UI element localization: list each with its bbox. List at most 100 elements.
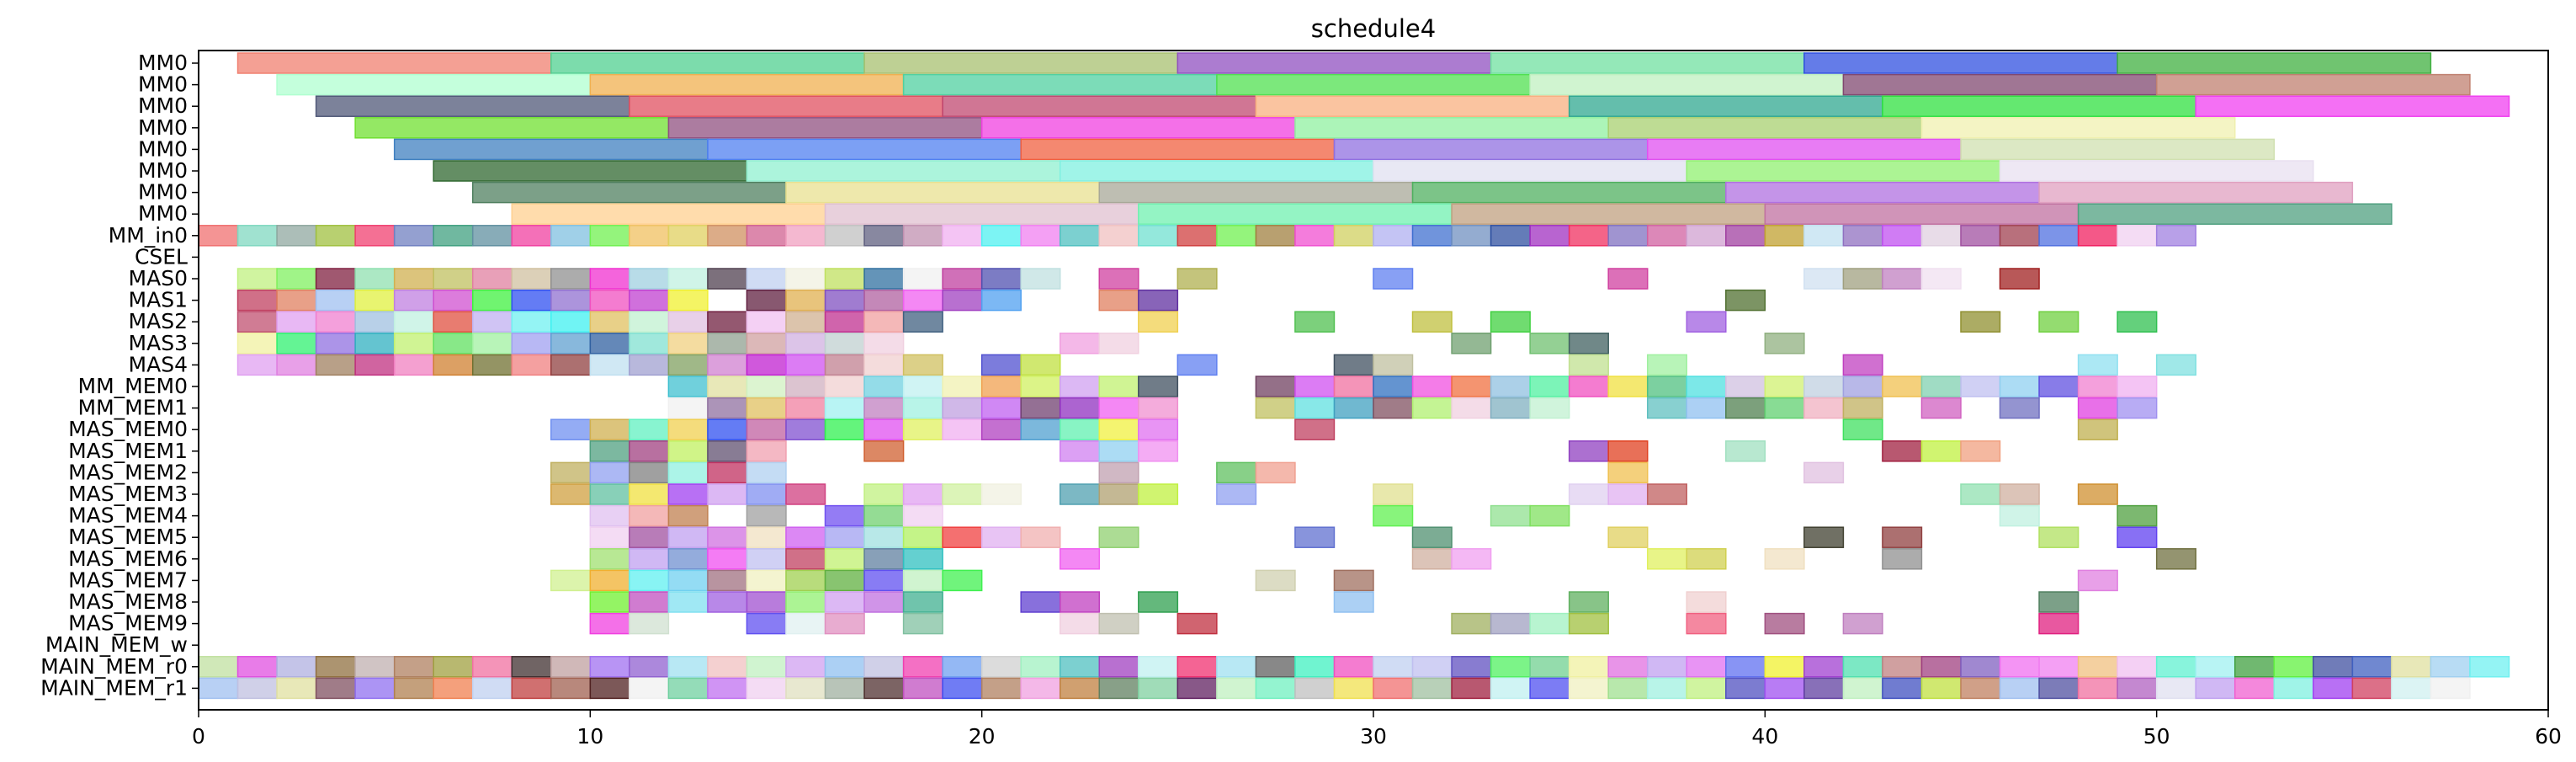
task-bar — [629, 548, 670, 570]
task-bar — [1686, 677, 1727, 700]
task-bar — [746, 376, 787, 397]
task-bar — [1607, 225, 1649, 247]
task-bar — [707, 268, 748, 290]
task-bar — [1451, 225, 1492, 247]
task-bar — [785, 677, 826, 700]
task-bar — [1490, 677, 1531, 700]
task-bar — [354, 656, 396, 678]
task-bar — [2077, 656, 2118, 678]
row-label: MAS_MEM9 — [68, 611, 188, 636]
task-bar — [433, 354, 474, 376]
task-bar — [589, 677, 630, 700]
task-bar — [1803, 526, 1845, 548]
task-bar — [1059, 418, 1101, 440]
task-bar — [393, 138, 709, 161]
task-bar — [667, 440, 709, 462]
task-bar — [1333, 569, 1374, 592]
task-bar — [433, 656, 474, 678]
task-bar — [1294, 526, 1336, 548]
task-bar — [785, 289, 826, 312]
task-bar — [2077, 376, 2118, 397]
task-bar — [1176, 52, 1492, 74]
task-bar — [315, 225, 356, 247]
task-bar — [1098, 418, 1139, 440]
task-bar — [902, 612, 943, 635]
task-bar — [1098, 461, 1139, 484]
row-label: MM_in0 — [109, 223, 188, 248]
task-bar — [1176, 656, 1218, 678]
task-bar — [1373, 225, 1414, 247]
task-bar — [629, 95, 943, 117]
task-bar — [236, 354, 278, 376]
row-label: MAS2 — [129, 309, 188, 333]
task-bar — [1686, 548, 1727, 570]
task-bar — [1725, 181, 2040, 204]
task-bar — [942, 418, 983, 440]
task-bar — [1607, 440, 1649, 462]
task-bar — [942, 289, 983, 312]
task-bar — [1490, 397, 1531, 419]
task-bar — [902, 268, 943, 290]
task-bar — [1255, 461, 1296, 484]
task-bar — [942, 397, 983, 419]
task-bar — [707, 311, 748, 333]
task-bar — [1686, 397, 1727, 419]
task-bar — [1059, 225, 1101, 247]
task-bar — [1373, 354, 1414, 376]
task-bar — [1098, 677, 1139, 700]
task-bar — [1098, 268, 1139, 290]
task-bar — [315, 333, 356, 354]
task-bar — [2273, 656, 2314, 678]
task-bar — [2391, 677, 2432, 700]
task-bar — [315, 289, 356, 312]
task-bar — [863, 418, 905, 440]
task-bar — [667, 569, 709, 592]
task-bar — [2351, 677, 2393, 700]
task-bar — [2077, 203, 2393, 225]
task-bar — [902, 354, 943, 376]
task-bar — [589, 73, 905, 96]
task-bar — [785, 569, 826, 592]
task-bar — [1255, 569, 1296, 592]
task-bar — [1176, 677, 1218, 700]
x-tick-label: 10 — [576, 724, 603, 749]
task-bar — [471, 289, 513, 312]
row-label: MAS_MEM2 — [68, 460, 188, 484]
task-bar — [1646, 376, 1688, 397]
task-bar — [1333, 376, 1374, 397]
task-bar — [1920, 376, 1962, 397]
task-bar — [1138, 656, 1179, 678]
x-tick-label: 40 — [1751, 724, 1778, 749]
task-bar — [824, 526, 865, 548]
task-bar — [1098, 333, 1139, 354]
task-bar — [236, 333, 278, 354]
task-bar — [863, 397, 905, 419]
task-bar — [980, 656, 1022, 678]
task-bar — [236, 225, 278, 247]
task-bar — [236, 677, 278, 700]
task-bar — [629, 483, 670, 505]
task-bar — [2038, 612, 2079, 635]
task-bar — [1333, 354, 1374, 376]
task-bar — [1803, 376, 1845, 397]
task-bar — [315, 95, 630, 117]
task-bar — [942, 376, 983, 397]
row-label: MAS_MEM4 — [68, 504, 188, 528]
task-bar — [1725, 656, 1766, 678]
task-bar — [1020, 418, 1061, 440]
task-bar — [550, 656, 592, 678]
task-bar — [1646, 225, 1688, 247]
task-bar — [2038, 311, 2079, 333]
x-axis: 0 10 20 30 40 50 60 — [192, 710, 2562, 749]
task-bar — [1842, 612, 1883, 635]
task-bar — [433, 677, 474, 700]
task-bar — [589, 504, 630, 527]
task-bar — [863, 225, 905, 247]
task-bar — [315, 656, 356, 678]
task-bar — [667, 289, 709, 312]
task-bar — [1490, 504, 1531, 527]
task-bar — [1803, 677, 1845, 700]
task-bar — [1020, 354, 1061, 376]
